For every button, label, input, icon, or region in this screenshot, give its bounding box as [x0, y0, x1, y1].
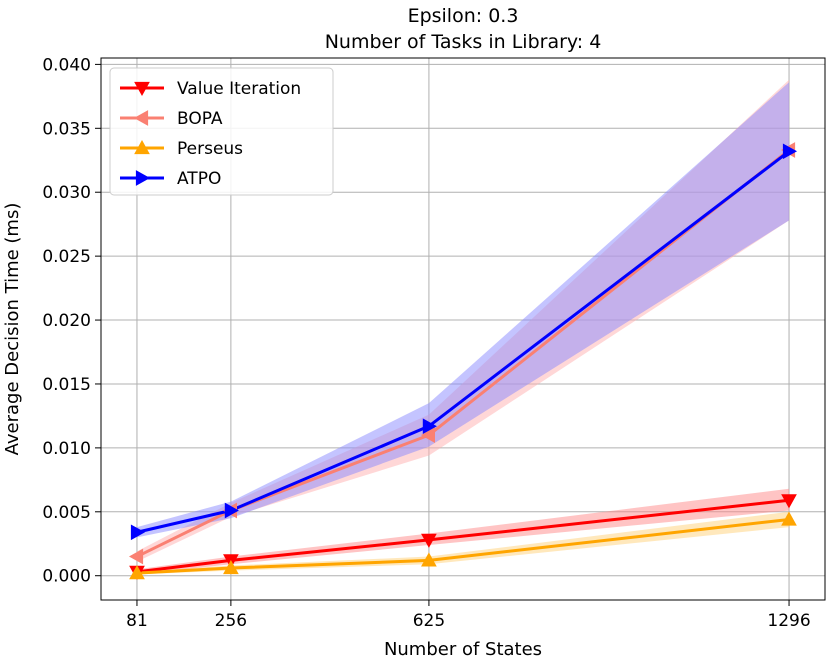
y-tick-label: 0.035	[42, 119, 91, 139]
data-point	[781, 511, 797, 526]
y-axis-label: Average Decision Time (ms)	[2, 203, 23, 456]
legend-marker	[133, 110, 149, 126]
x-tick-label: 256	[215, 611, 247, 631]
x-axis-ticks: 81 256 625 1296	[126, 600, 811, 631]
series-lines	[136, 148, 790, 575]
plot-frame	[100, 57, 826, 601]
y-tick-label: 0.030	[42, 183, 91, 203]
x-tick-label: 625	[413, 611, 445, 631]
data-point	[420, 427, 435, 443]
y-tick-label: 0.020	[42, 311, 91, 331]
legend-marker	[134, 139, 150, 155]
x-tick-label: 1296	[767, 611, 810, 631]
y-tick-label: 0.005	[42, 503, 91, 523]
chart-subtitle: Number of Tasks in Library: 4	[325, 31, 602, 53]
series-markers	[128, 142, 798, 580]
series-line	[136, 498, 790, 574]
data-point	[421, 533, 437, 548]
y-tick-label: 0.040	[42, 55, 91, 75]
data-point	[781, 494, 797, 509]
x-tick-label: 81	[126, 611, 148, 631]
x-axis-label: Number of States	[384, 639, 542, 660]
y-tick-label: 0.000	[42, 567, 91, 587]
data-point	[223, 559, 239, 575]
data-point	[782, 143, 798, 160]
legend: Value Iteration BOPA Perseus ATPO	[109, 67, 334, 196]
data-point	[128, 548, 144, 565]
data-point	[130, 524, 146, 541]
legend-box	[109, 67, 334, 196]
data-point	[224, 502, 239, 519]
y-tick-label: 0.015	[42, 375, 91, 395]
data-point	[129, 565, 145, 580]
data-point	[421, 552, 437, 567]
y-tick-label: 0.010	[42, 439, 91, 459]
y-axis-ticks: 0.000 0.005 0.010 0.015 0.020 0.025 0.030 0.035…	[42, 55, 101, 587]
chart-title: Epsilon: 0.3	[408, 5, 519, 27]
legend-marker	[134, 81, 150, 97]
legend-label: BOPA	[177, 109, 223, 129]
series-line	[136, 148, 790, 558]
y-tick-label: 0.025	[42, 247, 91, 267]
legend-label: ATPO	[177, 169, 221, 189]
legend-label: Perseus	[177, 139, 243, 159]
data-point	[422, 418, 437, 435]
legend-label: Value Iteration	[177, 79, 301, 99]
series-line	[136, 150, 790, 534]
legend-marker	[135, 170, 151, 186]
series-line	[136, 517, 790, 575]
